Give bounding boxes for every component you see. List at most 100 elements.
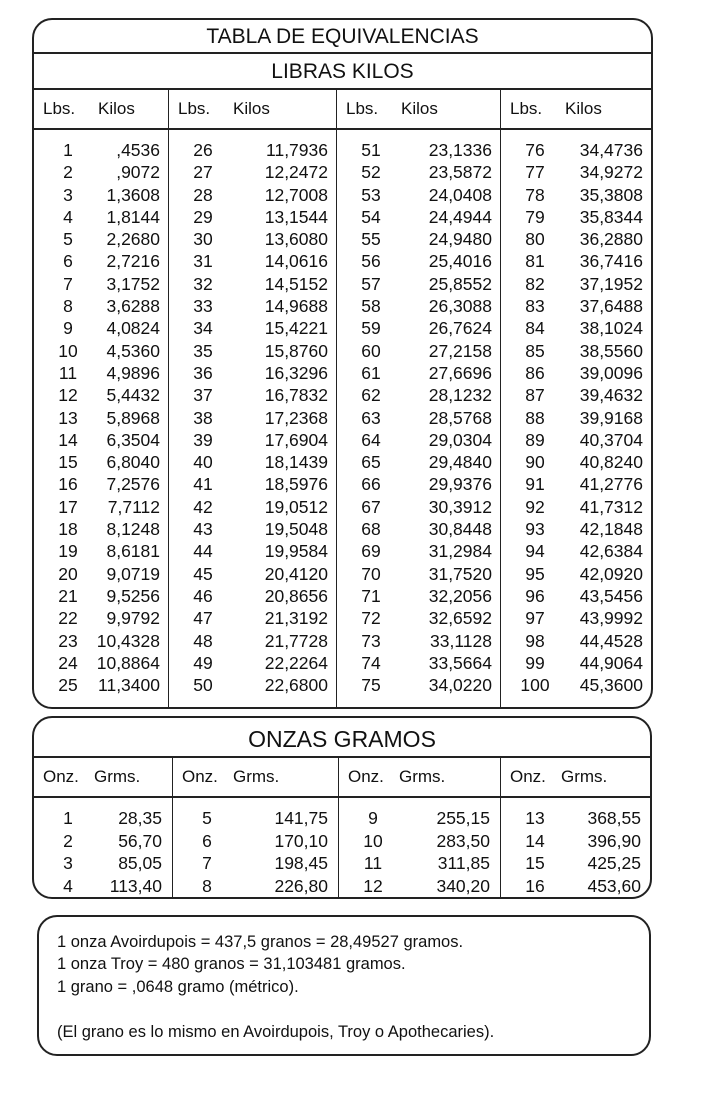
table-row: 10 4,5360 [34,341,168,363]
column-group: 1 28,35 2 56,70 3 85,05 4 113,40 [34,798,173,897]
unit-value: 16 [58,474,78,495]
converted-value: 37,6488 [579,296,643,317]
unit-value: 50 [193,675,213,696]
unit-value: 59 [361,318,381,339]
table-row: 93 42,1848 [501,519,651,541]
unit-value: 56 [361,251,381,272]
converted-value: 26,3088 [428,296,492,317]
converted-value: 23,1336 [428,140,492,160]
unit-value: 53 [361,184,381,205]
table-row: 82 37,1952 [501,274,651,296]
column-header: Onz. [43,767,79,786]
converted-value: 13,1544 [264,206,328,227]
unit-value: 8 [63,296,73,317]
column-header: Lbs. [346,99,379,118]
table-row: 20 9,0719 [34,564,168,586]
table-row: 92 41,7312 [501,497,651,519]
converted-value: 226,80 [274,875,328,896]
unit-value: 11 [363,853,383,873]
unit-value: 10 [58,340,78,361]
unit-value: 28 [193,184,213,205]
converted-value: 141,75 [274,808,328,828]
unit-value: 72 [361,608,381,629]
converted-value: 27,6696 [428,362,492,383]
unit-value: 52 [361,162,381,183]
converted-value: 5,8968 [106,407,160,428]
table-row: 64 29,0304 [337,430,500,452]
unit-value: 6 [202,830,212,851]
unit-value: 29 [193,206,213,227]
converted-value: 14,9688 [264,296,328,317]
unit-value: 36 [193,362,213,383]
unit-value: 55 [361,229,381,250]
converted-value: 31,2984 [428,541,492,562]
converted-value: 7,7112 [107,496,160,517]
table-row: 35 15,8760 [169,341,336,363]
converted-value: 14,0616 [264,251,328,272]
converted-value: 42,6384 [579,541,643,562]
converted-value: 25,4016 [428,251,492,272]
table-row: 30 13,6080 [169,229,336,251]
table-row: 78 35,3808 [501,185,651,207]
unit-value: 60 [361,340,381,361]
table-row: 13 5,8968 [34,408,168,430]
table-row: 33 14,9688 [169,296,336,318]
unit-value: 4 [63,875,73,896]
unit-value: 5 [63,229,73,250]
table-row: 76 34,4736 [501,140,651,162]
unit-value: 33 [193,296,213,317]
converted-value: 32,6592 [428,608,492,629]
table-row: 16 7,2576 [34,474,168,496]
unit-value: 62 [361,385,381,406]
table-row: 62 28,1232 [337,385,500,407]
unit-value: 34 [193,318,213,339]
unit-value: 65 [361,452,381,473]
converted-value: ,9072 [116,162,160,183]
unit-value: 2 [63,162,73,183]
converted-value: 44,4528 [579,630,643,651]
table-row: 91 41,2776 [501,474,651,496]
table-row: 90 40,8240 [501,452,651,474]
table-row: 39 17,6904 [169,430,336,452]
table-row: 8 226,80 [173,875,338,898]
table-row: 6 170,10 [173,831,338,854]
unit-value: 64 [361,429,381,450]
converted-value: 41,7312 [579,496,643,517]
column-group: 9 255,15 10 283,50 11 311,85 12 340,20 [339,798,501,897]
converted-value: 38,1024 [579,318,643,339]
converted-value: 3,1752 [106,273,160,294]
converted-value: 16,3296 [264,362,328,383]
table-row: 14 396,90 [501,831,650,854]
converted-value: 41,2776 [579,474,643,495]
unit-value: 13 [58,407,78,428]
unit-value: 84 [525,318,545,339]
table-subtitle: LIBRAS KILOS [34,54,651,90]
unit-value: 6 [63,251,73,272]
converted-value: 42,1848 [579,519,643,540]
unit-value: 73 [361,630,381,651]
unit-value: 88 [525,407,545,428]
converted-value: 12,7008 [264,184,328,205]
unit-value: 13 [525,808,545,828]
table-row: 3 1,3608 [34,185,168,207]
converted-value: 15,4221 [264,318,328,339]
column-headers: Onz. Grms. Onz. Grms. Onz. Grms. Onz. Grms. [34,758,650,798]
table-body: 1 28,35 2 56,70 3 85,05 4 113,40 5 141,75 6 170,10 7… [34,798,650,897]
converted-value: 425,25 [587,853,641,873]
converted-value: 19,0512 [264,496,328,517]
table-row: 67 30,3912 [337,497,500,519]
converted-value: 6,3504 [106,429,160,450]
table-row: 98 44,4528 [501,631,651,653]
column-header: Onz. [348,767,384,786]
table-row: 22 9,9792 [34,608,168,630]
unit-value: 15 [58,452,78,473]
unit-value: 89 [525,429,545,450]
table-row: 73 33,1128 [337,631,500,653]
converted-value: 11,7936 [266,140,328,160]
table-row: 32 14,5152 [169,274,336,296]
converted-value: 340,20 [436,875,490,896]
converted-value: 34,4736 [579,140,643,160]
table-row: 48 21,7728 [169,631,336,653]
unit-value: 15 [525,853,545,873]
header-group: Lbs. Kilos [337,90,501,128]
